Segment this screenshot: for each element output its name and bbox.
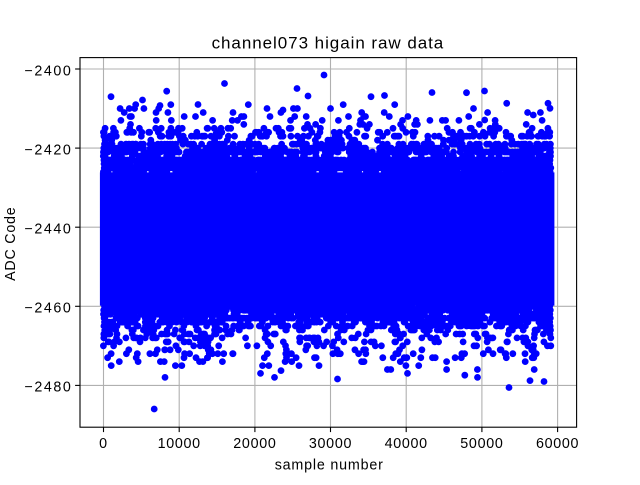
- svg-text:−2420: −2420: [24, 142, 72, 158]
- svg-text:channel073 higain raw data: channel073 higain raw data: [212, 33, 445, 52]
- svg-text:−2480: −2480: [24, 380, 72, 396]
- svg-text:60000: 60000: [536, 436, 579, 452]
- svg-text:−2460: −2460: [24, 301, 72, 317]
- svg-text:50000: 50000: [460, 436, 503, 452]
- svg-text:sample number: sample number: [275, 458, 384, 474]
- svg-text:40000: 40000: [385, 436, 428, 452]
- svg-text:−2400: −2400: [24, 63, 72, 79]
- svg-text:ADC Code: ADC Code: [3, 207, 19, 281]
- svg-text:−2440: −2440: [24, 222, 72, 238]
- svg-text:20000: 20000: [233, 436, 276, 452]
- svg-text:0: 0: [99, 436, 108, 452]
- svg-text:30000: 30000: [309, 436, 352, 452]
- svg-text:10000: 10000: [158, 436, 201, 452]
